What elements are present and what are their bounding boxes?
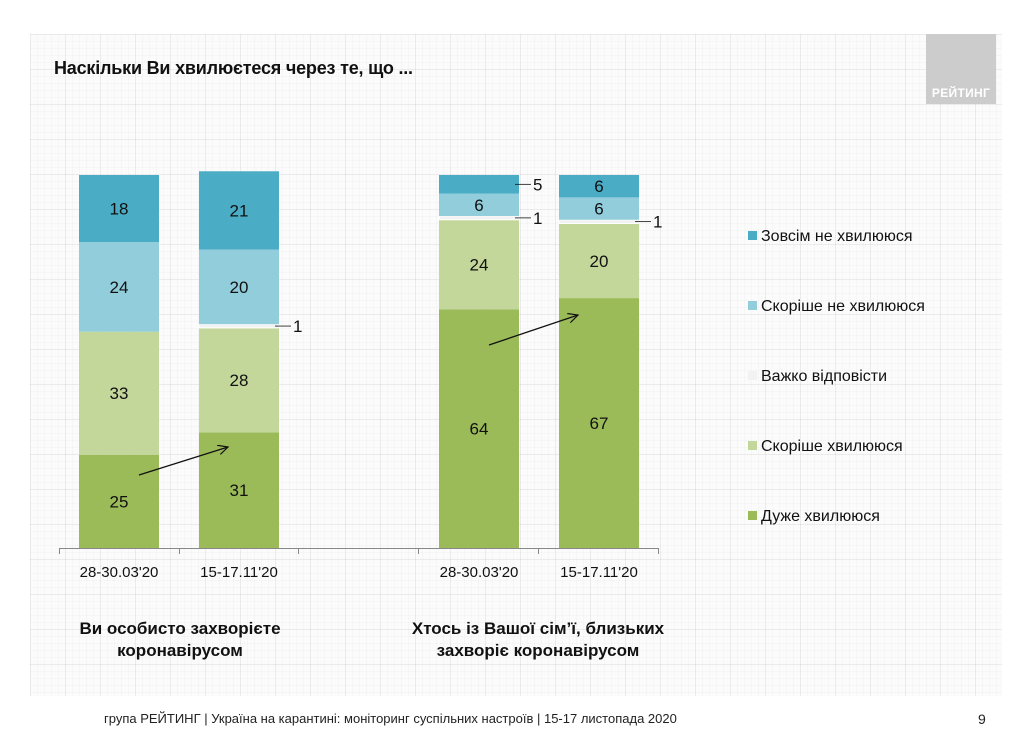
legend-label: Важко відповісти	[761, 368, 888, 385]
legend-item: Важко відповісти	[748, 368, 887, 386]
bars-layer	[79, 171, 640, 548]
data-label: 21	[230, 201, 249, 220]
legend-swatch	[748, 371, 757, 380]
legend-item: Скоріше не хвилююся	[748, 298, 925, 316]
bar-segment-3-2	[439, 193, 519, 217]
data-label: 18	[110, 200, 129, 219]
bar-segment-3-0	[79, 242, 159, 332]
rating-logo: РЕЙТИНГ	[926, 34, 996, 104]
group-label-line: захворіє коронавірусом	[436, 641, 640, 660]
bar-segment-0-2	[439, 309, 519, 548]
data-label: 25	[110, 492, 129, 511]
group-label-line: коронавірусом	[117, 641, 243, 660]
bar-segment-1-0	[79, 331, 159, 455]
group-label: Ви особисто захворієте коронавірусом	[40, 618, 320, 662]
page-number: 9	[978, 711, 986, 727]
data-label: 1	[653, 213, 662, 232]
bar-segment-1-1	[199, 327, 279, 433]
data-label: 1	[293, 317, 302, 336]
slide-title: Наскільки Ви хвилюєтеся через те, що ...	[54, 58, 413, 78]
bar-segment-1-3	[559, 223, 639, 299]
data-label: 28	[230, 371, 249, 390]
bar-segment-2-2	[438, 215, 520, 221]
legend-label: Зовсім не хвилююся	[761, 228, 913, 245]
x-tick-label: 15-17.11'20	[560, 564, 638, 581]
data-label: 20	[230, 278, 249, 297]
data-label: 31	[230, 481, 249, 500]
group-label-line: Хтось із Вашої сім’ї, близьких	[411, 619, 665, 638]
legend-label: Скоріше не хвилююся	[761, 298, 925, 315]
bar-segment-2-3	[558, 219, 640, 224]
legend-label: Дуже хвилююся	[761, 508, 880, 525]
data-label: 6	[474, 196, 483, 215]
legend-swatch	[748, 231, 757, 240]
x-tick-label: 28-30.03'20	[80, 564, 159, 581]
bar-segment-3-1	[199, 249, 279, 325]
x-tick-label: 28-30.03'20	[440, 564, 519, 581]
bar-segment-4-0	[79, 175, 159, 243]
data-label: 1	[533, 209, 542, 228]
group-label: Хтось із Вашої сім’ї, близьких захворіє к…	[378, 618, 698, 662]
legend-item: Скоріше хвилююся	[748, 438, 903, 456]
data-label: 6	[594, 200, 603, 219]
data-label: 20	[590, 252, 609, 271]
data-label: 33	[110, 384, 129, 403]
bar-segment-4-1	[199, 171, 279, 250]
trend-arrow	[138, 447, 228, 476]
data-label: 67	[590, 414, 609, 433]
data-label: 24	[470, 256, 489, 275]
data-labels-layer: 25 33 24 18 31 28 20 21 1 64 24 6 1 5 67 20 6 6 1	[110, 175, 663, 511]
footer-text: група РЕЙТИНГ | Україна на карантині: мо…	[104, 711, 677, 726]
legend-label: Скоріше хвилююся	[761, 438, 903, 455]
trend-arrow	[488, 315, 578, 346]
bar-segment-3-3	[559, 197, 639, 220]
bar-segment-4-3	[559, 175, 639, 198]
legend-item: Дуже хвилююся	[748, 508, 880, 526]
x-axis: 28-30.03'20 15-17.11'20 28-30.03'20 15-17.1…	[59, 548, 659, 581]
x-tick-label: 15-17.11'20	[200, 564, 278, 581]
bar-segment-1-2	[439, 219, 519, 310]
bar-segment-0-3	[559, 298, 639, 548]
trend-arrows-layer	[138, 315, 578, 476]
data-label: 24	[110, 278, 129, 297]
logo-text: РЕЙТИНГ	[931, 86, 991, 100]
data-label: 64	[470, 420, 489, 439]
group-label-line: Ви особисто захворієте	[79, 619, 281, 638]
legend-swatch	[748, 511, 757, 520]
bar-segment-0-0	[79, 454, 159, 548]
bar-segment-2-1	[198, 323, 280, 329]
data-label: 6	[594, 177, 603, 196]
legend-swatch	[748, 441, 757, 450]
legend-swatch	[748, 301, 757, 310]
bar-segment-4-2	[439, 175, 519, 194]
legend-item: Зовсім не хвилююся	[748, 228, 913, 246]
data-label: 5	[533, 175, 542, 194]
